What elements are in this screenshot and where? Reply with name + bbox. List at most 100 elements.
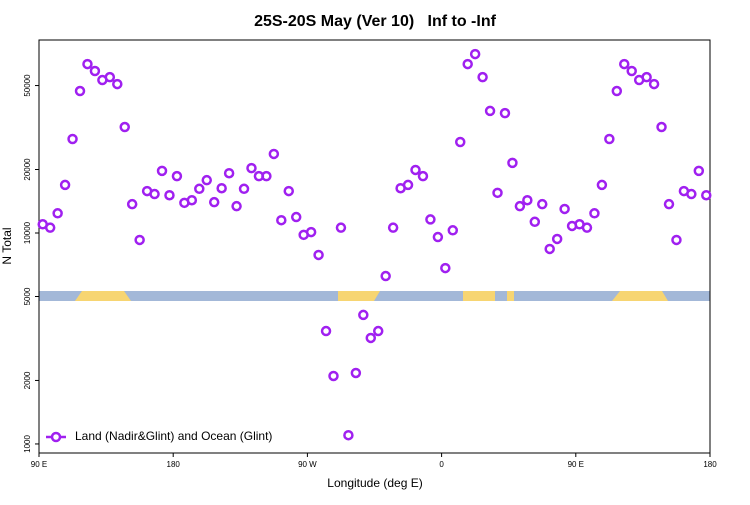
point xyxy=(417,170,429,182)
y-tick-label: 20000 xyxy=(23,158,32,181)
y-tick-label: 50000 xyxy=(23,74,32,97)
point xyxy=(522,194,533,206)
point xyxy=(67,133,78,145)
point xyxy=(246,162,257,174)
point xyxy=(693,165,705,177)
x-tick-label: 180 xyxy=(167,460,181,469)
x-axis-label: Longitude (deg E) xyxy=(327,476,422,490)
point xyxy=(701,189,712,201)
chart-title: 25S-20S May (Ver 10) Inf to -Inf xyxy=(254,13,497,30)
point xyxy=(149,188,160,200)
point xyxy=(320,325,332,337)
point xyxy=(611,85,623,97)
point xyxy=(589,208,600,219)
y-tick-label: 2000 xyxy=(23,371,32,389)
point xyxy=(469,48,481,60)
point xyxy=(208,196,220,208)
point xyxy=(283,185,295,197)
point xyxy=(126,198,138,210)
y-tick-label: 1000 xyxy=(23,435,32,453)
point xyxy=(372,325,384,337)
point xyxy=(350,367,362,379)
point xyxy=(663,198,675,210)
point xyxy=(104,71,116,83)
point xyxy=(387,222,399,233)
point xyxy=(59,179,71,191)
point xyxy=(440,262,451,274)
point xyxy=(537,198,548,210)
y-tick-label: 10000 xyxy=(23,221,32,244)
land-band xyxy=(612,291,668,301)
point xyxy=(604,133,615,145)
x-tick-label: 180 xyxy=(703,460,717,469)
point xyxy=(462,58,473,70)
point xyxy=(335,222,347,233)
point xyxy=(365,332,377,344)
point xyxy=(112,78,123,90)
legend-label: Land (Nadir&Glint) and Ocean (Glint) xyxy=(75,429,272,443)
point xyxy=(171,170,183,182)
point xyxy=(216,182,227,194)
point xyxy=(529,216,541,228)
land-band xyxy=(463,291,495,301)
point xyxy=(343,429,354,441)
point xyxy=(89,65,101,77)
point xyxy=(648,78,660,90)
legend-marker xyxy=(50,431,62,443)
point xyxy=(74,85,86,97)
x-tick-label: 90 E xyxy=(31,460,47,469)
surface-band xyxy=(39,291,710,301)
point xyxy=(134,234,145,246)
x-tick-label: 90 E xyxy=(568,460,584,469)
point xyxy=(52,208,63,219)
point xyxy=(201,174,212,186)
y-tick-label: 5000 xyxy=(23,287,32,305)
point xyxy=(305,226,317,238)
point xyxy=(231,200,242,212)
point xyxy=(194,183,205,195)
point xyxy=(410,164,421,176)
point xyxy=(499,107,511,119)
point xyxy=(223,167,235,179)
point xyxy=(328,370,339,382)
point xyxy=(268,148,280,160)
point xyxy=(514,200,526,212)
point xyxy=(447,225,459,236)
point xyxy=(656,121,667,133)
x-tick-label: 0 xyxy=(439,460,444,469)
point xyxy=(551,233,563,245)
x-tick-label: 90 W xyxy=(298,460,317,469)
point xyxy=(492,187,503,199)
point xyxy=(686,188,697,200)
point xyxy=(477,71,488,83)
point xyxy=(544,243,555,255)
point xyxy=(484,105,496,117)
point xyxy=(626,65,637,77)
point xyxy=(290,211,302,223)
point xyxy=(671,234,682,246)
point xyxy=(581,222,593,233)
point xyxy=(276,214,287,226)
point xyxy=(313,249,324,261)
point xyxy=(559,203,570,215)
point xyxy=(238,183,250,195)
point xyxy=(186,194,198,206)
point xyxy=(619,58,630,70)
plot-frame xyxy=(38,39,711,454)
point xyxy=(82,58,93,70)
point xyxy=(425,214,436,225)
point xyxy=(507,157,518,169)
point xyxy=(641,71,652,83)
point xyxy=(164,189,175,201)
land-band xyxy=(338,291,380,301)
land-band xyxy=(75,291,131,301)
point xyxy=(119,121,130,133)
y-axis-label: N Total xyxy=(0,227,14,264)
point xyxy=(261,170,272,182)
point xyxy=(44,222,56,233)
point xyxy=(402,179,414,191)
point xyxy=(156,165,168,177)
land-band xyxy=(507,291,514,301)
point xyxy=(358,309,369,321)
